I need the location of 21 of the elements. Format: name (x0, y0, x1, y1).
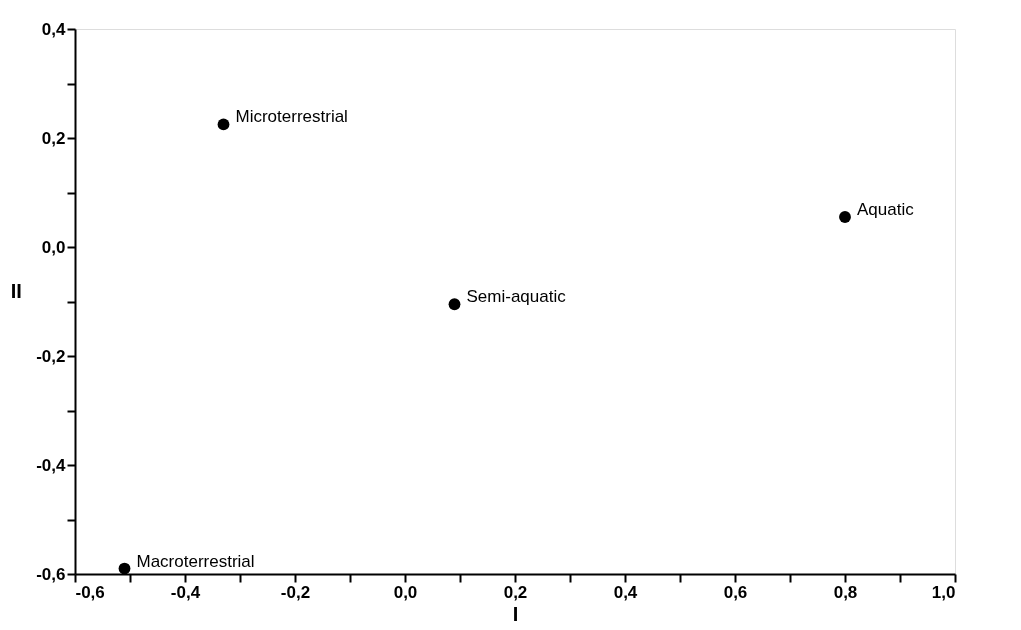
annotation: Macroterrestrial (136, 551, 255, 571)
annotation: Microterrestrial (235, 107, 348, 127)
y-tick-label: 0,2 (41, 128, 66, 148)
x-tick-label: 0,6 (723, 582, 748, 602)
y-tick-label: -0,6 (36, 564, 66, 584)
annotation: Aquatic (857, 200, 915, 220)
x-tick-label: 1,0 (931, 582, 956, 602)
x-tick-label: 0,0 (393, 582, 418, 602)
x-tick-label: 0,4 (613, 582, 638, 602)
x-tick-label: -0,2 (280, 582, 311, 602)
y-tick-label: 0,4 (41, 19, 67, 39)
x-tick-label: -0,4 (170, 582, 201, 602)
x-axis-title: I (512, 602, 519, 625)
x-tick-label: -0,6 (75, 582, 105, 602)
y-tick-label: -0,2 (36, 346, 66, 366)
y-axis-title: II (10, 280, 22, 302)
annotation: Semi-aquatic (466, 287, 567, 307)
x-tick-label: 0,8 (833, 582, 858, 602)
y-tick-label: -0,4 (36, 455, 67, 475)
x-tick-label: 0,2 (503, 582, 528, 602)
y-tick-label: 0,0 (41, 237, 66, 257)
